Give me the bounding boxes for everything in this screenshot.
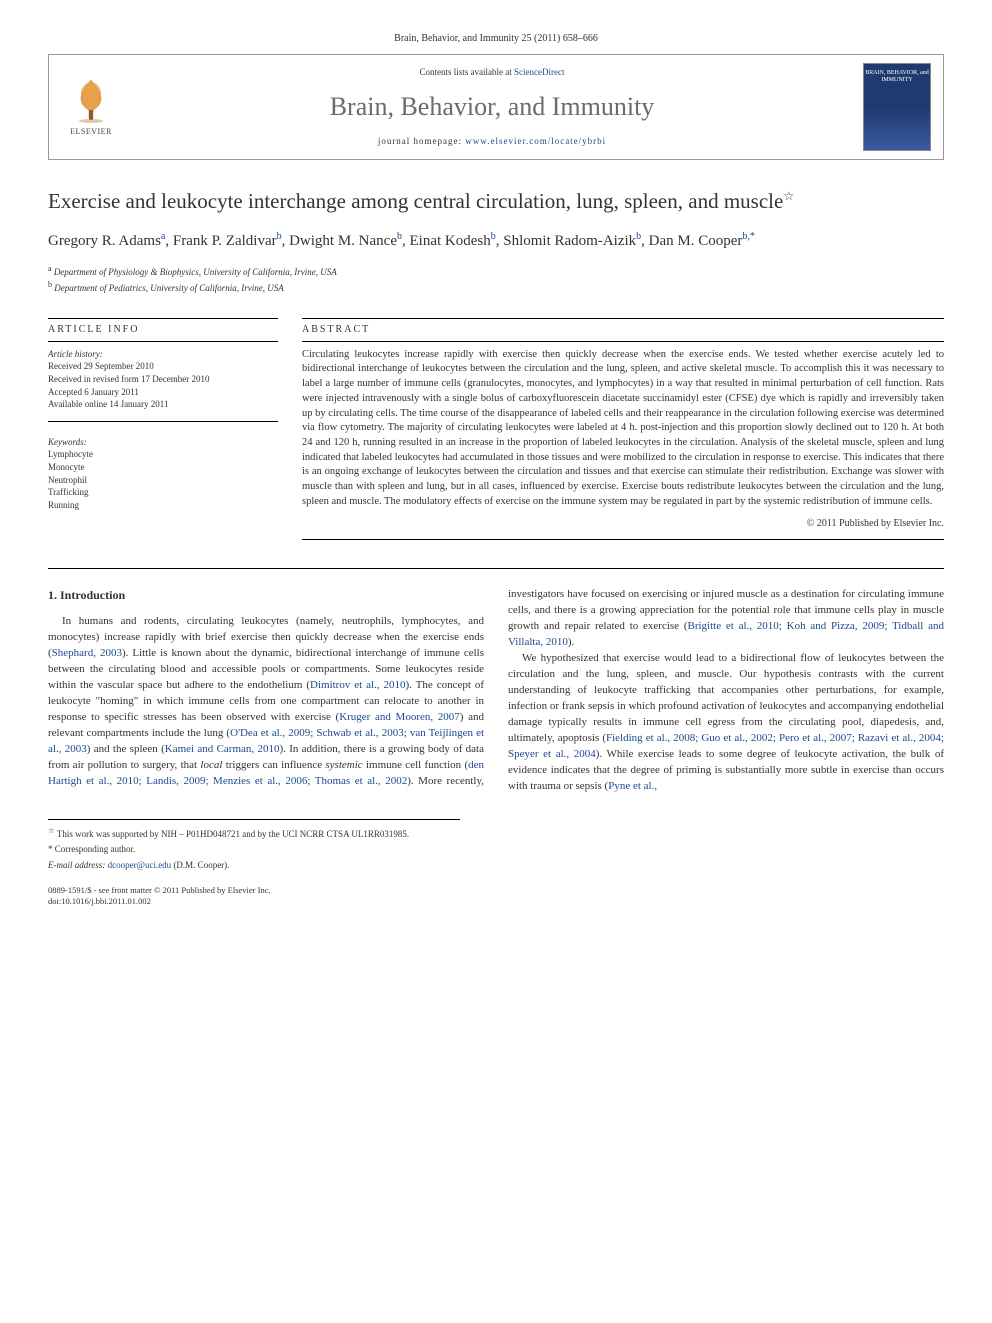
keyword: Lymphocyte bbox=[48, 448, 278, 461]
divider bbox=[302, 341, 944, 342]
keyword: Running bbox=[48, 499, 278, 512]
citation-link[interactable]: Dimitrov et al., 2010 bbox=[310, 679, 406, 691]
author: Dwight M. Nanceb bbox=[289, 233, 402, 249]
history-label: Article history: bbox=[48, 348, 278, 361]
authors-list: Gregory R. Adamsa, Frank P. Zaldivarb, D… bbox=[48, 229, 944, 253]
homepage-prefix: journal homepage: bbox=[378, 136, 465, 146]
article-info-heading: ARTICLE INFO bbox=[48, 323, 278, 337]
sciencedirect-link[interactable]: ScienceDirect bbox=[514, 67, 564, 77]
email-link[interactable]: dcooper@uci.edu bbox=[108, 860, 172, 870]
email-footnote: E-mail address: dcooper@uci.edu (D.M. Co… bbox=[48, 859, 460, 872]
journal-reference: Brain, Behavior, and Immunity 25 (2011) … bbox=[48, 32, 944, 46]
received-date: Received 29 September 2010 bbox=[48, 360, 278, 373]
divider bbox=[48, 568, 944, 569]
keywords-label: Keywords: bbox=[48, 436, 278, 449]
funding-footnote: ☆ This work was supported by NIH – P01HD… bbox=[48, 826, 460, 841]
journal-header: ELSEVIER Contents lists available at Sci… bbox=[48, 54, 944, 160]
footnotes: ☆ This work was supported by NIH – P01HD… bbox=[48, 819, 460, 872]
corresponding-footnote: * Corresponding author. bbox=[48, 843, 460, 856]
accepted-date: Accepted 6 January 2011 bbox=[48, 386, 278, 399]
author: Shlomit Radom-Aizikb bbox=[503, 233, 641, 249]
author: Gregory R. Adamsa bbox=[48, 233, 165, 249]
article-title: Exercise and leukocyte interchange among… bbox=[48, 188, 944, 215]
citation-link[interactable]: Kamei and Carman, 2010 bbox=[165, 743, 280, 755]
contents-prefix: Contents lists available at bbox=[420, 67, 514, 77]
contents-available: Contents lists available at ScienceDirec… bbox=[133, 66, 851, 79]
cover-text: BRAIN, BEHAVIOR, and IMMUNITY bbox=[864, 70, 930, 83]
body-two-column: 1. Introduction In humans and rodents, c… bbox=[48, 587, 944, 794]
citation-link[interactable]: Kruger and Mooren, 2007 bbox=[339, 711, 460, 723]
article-info-column: ARTICLE INFO Article history: Received 2… bbox=[48, 314, 278, 545]
keyword: Trafficking bbox=[48, 486, 278, 499]
abstract-heading: ABSTRACT bbox=[302, 323, 944, 337]
intro-para-2: We hypothesized that exercise would lead… bbox=[508, 651, 944, 794]
elsevier-logo: ELSEVIER bbox=[61, 72, 121, 142]
keyword: Neutrophil bbox=[48, 474, 278, 487]
author: Frank P. Zaldivarb bbox=[173, 233, 282, 249]
info-abstract-row: ARTICLE INFO Article history: Received 2… bbox=[48, 314, 944, 545]
author: Einat Kodeshb bbox=[410, 233, 496, 249]
divider bbox=[48, 318, 278, 319]
affiliations: a Department of Physiology & Biophysics,… bbox=[48, 263, 944, 296]
journal-homepage: journal homepage: www.elsevier.com/locat… bbox=[133, 135, 851, 148]
doi-line: doi:10.1016/j.bbi.2011.01.002 bbox=[48, 896, 944, 907]
title-star: ☆ bbox=[783, 189, 794, 203]
affiliation-a: Department of Physiology & Biophysics, U… bbox=[54, 267, 337, 277]
author: Dan M. Cooperb,* bbox=[649, 233, 755, 249]
abstract-text: Circulating leukocytes increase rapidly … bbox=[302, 348, 944, 510]
affiliation-b: Department of Pediatrics, University of … bbox=[54, 283, 283, 293]
keywords-block: Keywords: Lymphocyte Monocyte Neutrophil… bbox=[48, 436, 278, 512]
header-center: Contents lists available at ScienceDirec… bbox=[121, 66, 863, 148]
abstract-copyright: © 2011 Published by Elsevier Inc. bbox=[302, 517, 944, 531]
citation-link[interactable]: Shephard, 2003 bbox=[52, 647, 122, 659]
citation-link[interactable]: Pyne et al., bbox=[608, 780, 657, 792]
article-history: Article history: Received 29 September 2… bbox=[48, 348, 278, 411]
revised-date: Received in revised form 17 December 201… bbox=[48, 373, 278, 386]
bottom-metadata: 0889-1591/$ - see front matter © 2011 Pu… bbox=[48, 885, 944, 907]
divider bbox=[48, 341, 278, 342]
intro-heading: 1. Introduction bbox=[48, 587, 484, 604]
elsevier-tree-icon bbox=[67, 76, 115, 124]
online-date: Available online 14 January 2011 bbox=[48, 398, 278, 411]
title-text: Exercise and leukocyte interchange among… bbox=[48, 189, 783, 213]
journal-cover-thumbnail: BRAIN, BEHAVIOR, and IMMUNITY bbox=[863, 63, 931, 151]
divider bbox=[302, 539, 944, 540]
journal-title: Brain, Behavior, and Immunity bbox=[133, 89, 851, 125]
divider bbox=[48, 421, 278, 422]
abstract-column: ABSTRACT Circulating leukocytes increase… bbox=[302, 314, 944, 545]
homepage-link[interactable]: www.elsevier.com/locate/ybrbi bbox=[465, 136, 606, 146]
keyword: Monocyte bbox=[48, 461, 278, 474]
divider bbox=[302, 318, 944, 319]
elsevier-label: ELSEVIER bbox=[70, 126, 112, 137]
issn-line: 0889-1591/$ - see front matter © 2011 Pu… bbox=[48, 885, 944, 896]
